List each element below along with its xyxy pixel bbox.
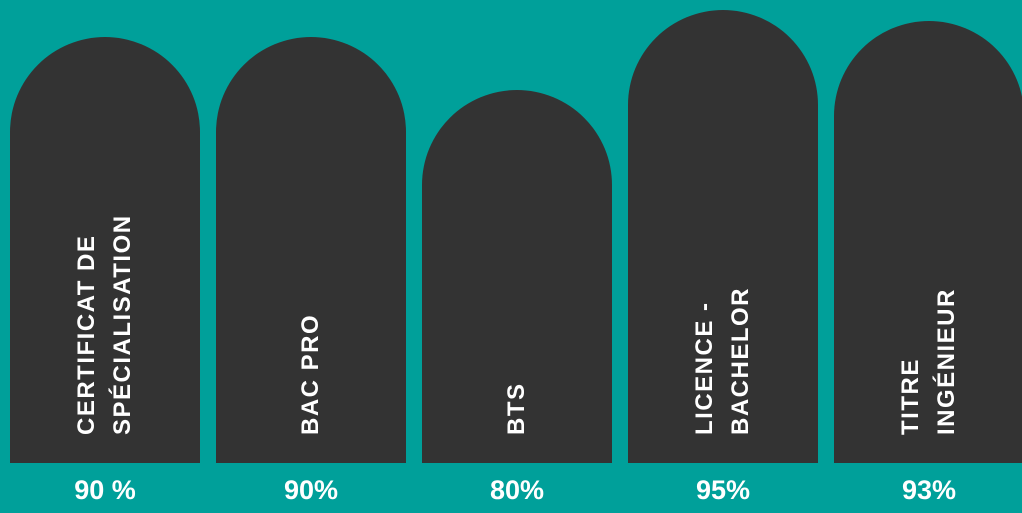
bar-2: BTS <box>422 90 612 463</box>
bar-4: TITRE INGÉNIEUR <box>834 21 1022 463</box>
bar-label-line: LICENCE - <box>691 301 718 436</box>
bar-label-line: CERTIFICAT DE <box>73 234 100 435</box>
bar-1: BAC PRO <box>216 37 406 463</box>
bar-3: LICENCE - BACHELOR <box>628 10 818 463</box>
bar-label-line: BTS <box>503 382 530 436</box>
value-label-0: 90 % <box>74 475 136 505</box>
bar-label-line: BAC PRO <box>297 313 324 435</box>
bar-label-line: SPÉCIALISATION <box>109 214 136 435</box>
value-label-4: 93% <box>901 475 957 505</box>
bar-label-line: TITRE <box>897 358 924 435</box>
value-label-1: 90% <box>283 475 339 505</box>
bar-label-line: BACHELOR <box>727 287 754 435</box>
bar-0: CERTIFICAT DE SPÉCIALISATION <box>10 37 200 463</box>
value-label-3: 95% <box>695 475 751 505</box>
value-label-2: 80% <box>489 475 545 505</box>
bar-label-line: INGÉNIEUR <box>933 288 960 435</box>
